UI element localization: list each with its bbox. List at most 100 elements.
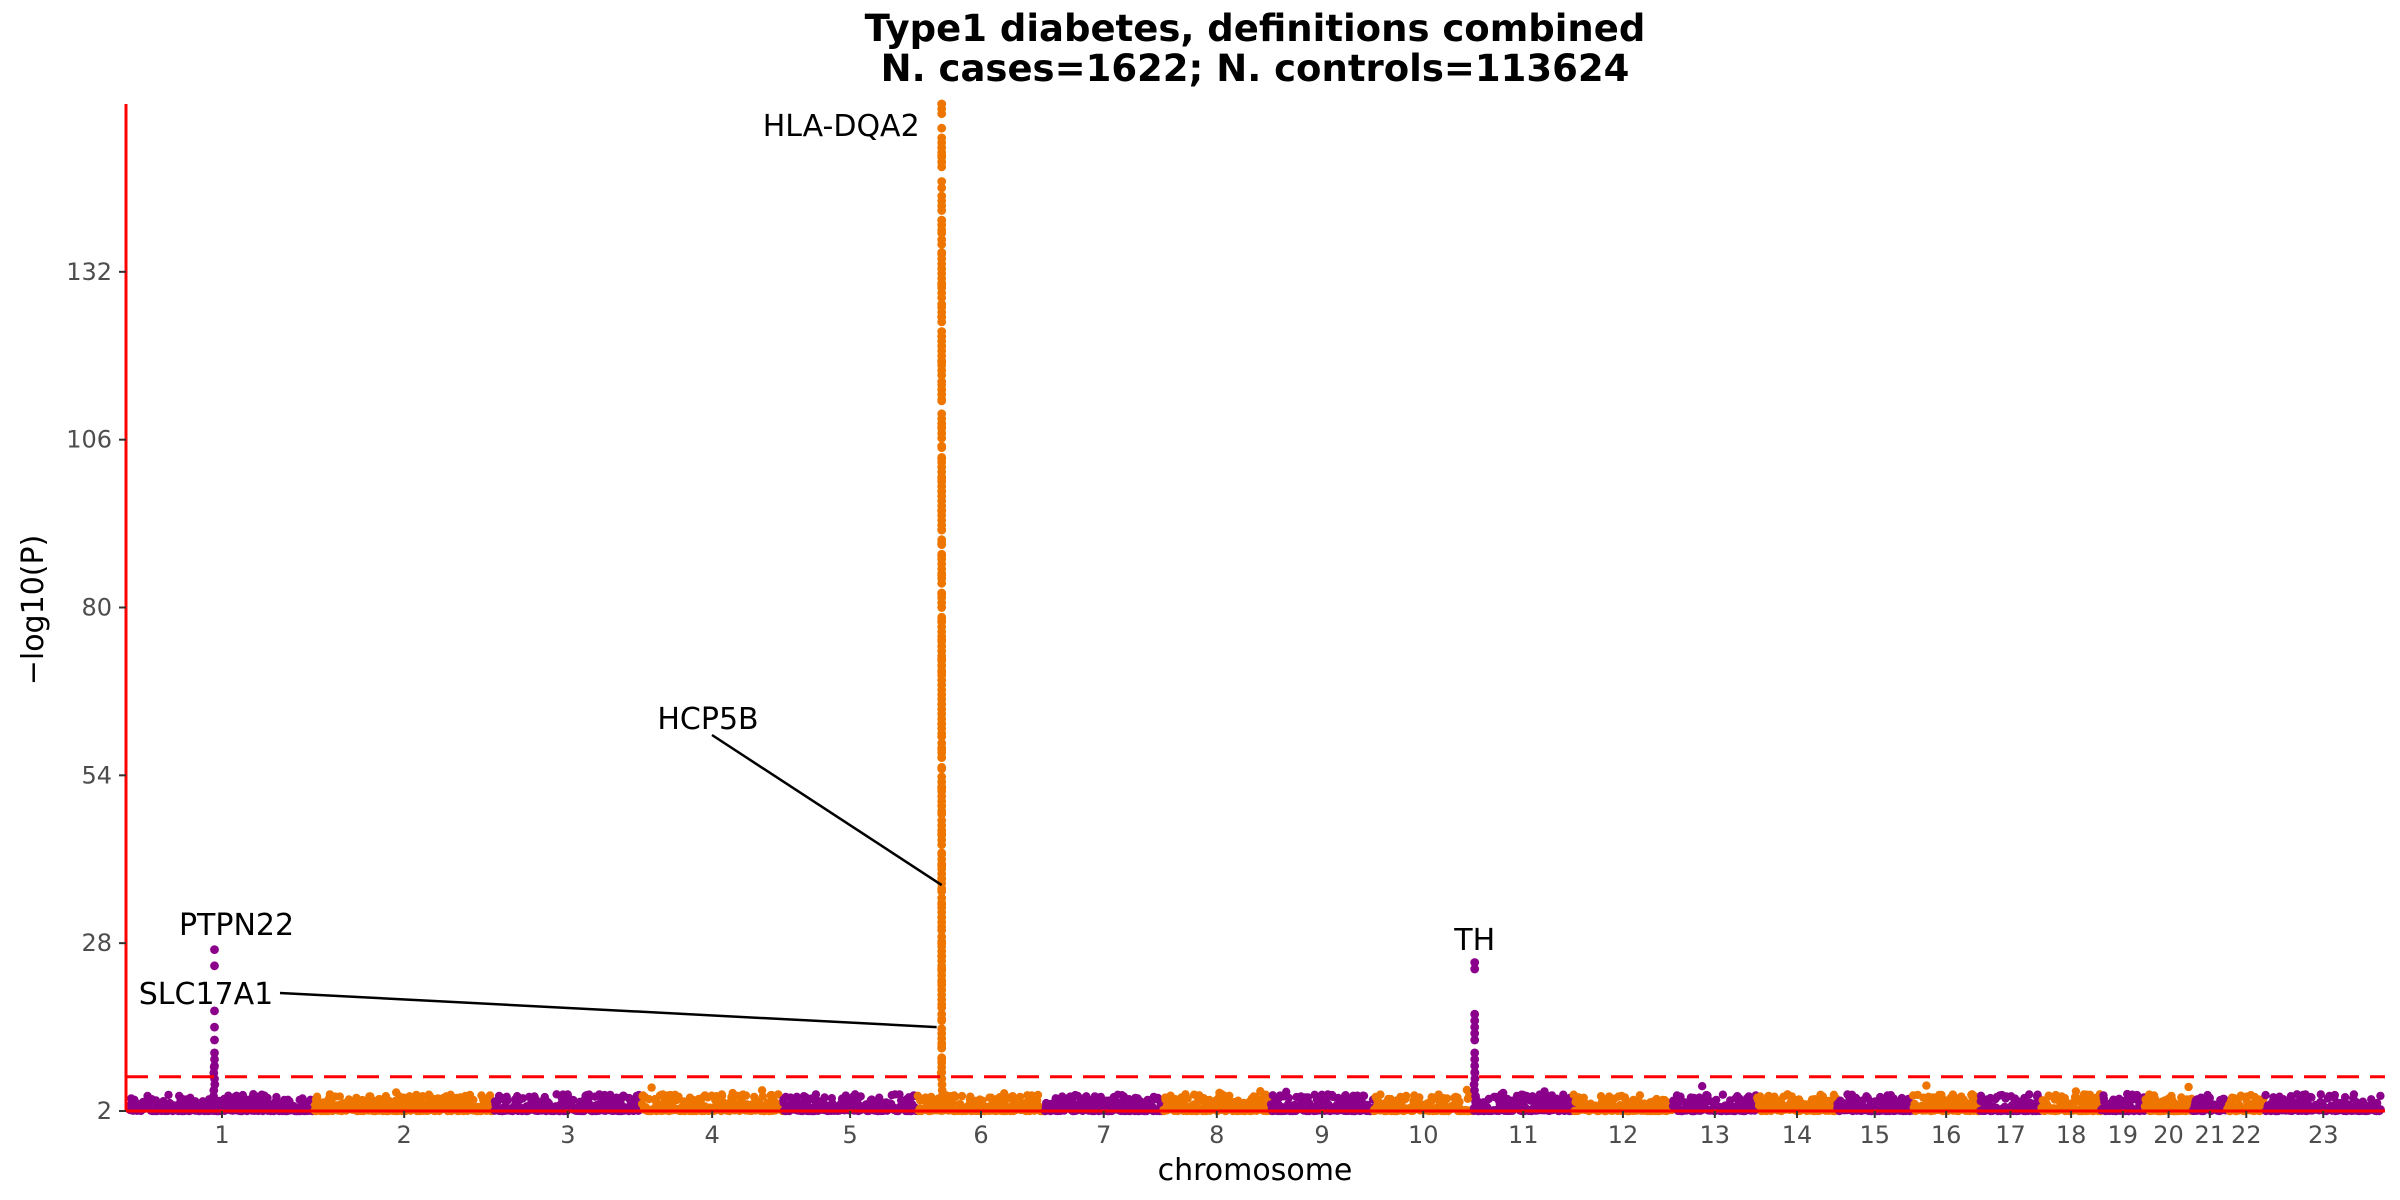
peak-point bbox=[937, 302, 947, 312]
data-point bbox=[792, 1092, 801, 1102]
peak-point bbox=[937, 443, 947, 453]
peak-point bbox=[209, 1062, 219, 1072]
data-point bbox=[741, 1091, 751, 1100]
chart-subtitle: N. cases=1622; N. controls=113624 bbox=[881, 47, 1630, 90]
y-tick-label: 80 bbox=[81, 594, 112, 622]
peak-point bbox=[937, 414, 947, 424]
data-point bbox=[811, 1090, 821, 1099]
data-point bbox=[1261, 1090, 1270, 1099]
x-tick-label: 23 bbox=[2308, 1121, 2339, 1149]
data-point bbox=[1455, 1097, 1464, 1107]
data-point bbox=[503, 1096, 512, 1105]
peak-point bbox=[210, 961, 219, 971]
peak-point bbox=[937, 235, 947, 245]
data-point bbox=[1770, 1092, 1779, 1101]
peak-chromosome-6 bbox=[936, 99, 947, 1113]
y-tick-label: 2 bbox=[97, 1097, 112, 1125]
x-tick-label: 2 bbox=[397, 1121, 412, 1149]
gene-label: HLA-DQA2 bbox=[763, 109, 920, 144]
data-point bbox=[2372, 1098, 2382, 1108]
data-point bbox=[1359, 1091, 1369, 1101]
peak-point bbox=[937, 177, 947, 186]
chart-title: Type1 diabetes, definitions combined bbox=[865, 7, 1646, 50]
x-tick-label: 7 bbox=[1096, 1121, 1111, 1149]
gene-label: SLC17A1 bbox=[139, 977, 274, 1012]
x-tick-label: 1 bbox=[214, 1121, 229, 1149]
peak-point bbox=[937, 133, 947, 143]
data-point bbox=[1317, 1090, 1327, 1100]
peak-point bbox=[937, 1053, 947, 1063]
peak-chromosome-1 bbox=[209, 945, 220, 1113]
peak-point bbox=[937, 99, 947, 109]
peak-point bbox=[210, 1048, 219, 1058]
peak-point bbox=[1470, 964, 1480, 974]
peak-point bbox=[210, 945, 219, 954]
peak-point bbox=[937, 191, 947, 201]
chromosome-20-points bbox=[2140, 1082, 2197, 1116]
peak-point bbox=[937, 453, 947, 462]
data-point bbox=[1718, 1090, 1728, 1099]
peak-point bbox=[937, 1034, 947, 1043]
data-point bbox=[1922, 1081, 1931, 1090]
peak-point bbox=[937, 685, 947, 695]
peak-point bbox=[937, 183, 947, 193]
x-tick-label: 17 bbox=[1995, 1121, 2026, 1149]
x-tick-label: 16 bbox=[1931, 1121, 1962, 1149]
x-tick-label: 3 bbox=[560, 1121, 575, 1149]
x-tick-label: 19 bbox=[2108, 1121, 2139, 1149]
annotation-connector bbox=[711, 733, 943, 887]
data-point bbox=[856, 1092, 865, 1101]
data-point bbox=[2071, 1087, 2081, 1096]
data-point bbox=[957, 1091, 967, 1101]
peak-point bbox=[937, 588, 947, 598]
axes-layer bbox=[124, 104, 2385, 1113]
data-point bbox=[1015, 1092, 1025, 1102]
peak-point bbox=[1470, 1029, 1480, 1038]
peak-point bbox=[210, 1035, 219, 1045]
peak-point bbox=[937, 215, 947, 225]
gene-annotation-hla-dqa2: HLA-DQA2 bbox=[763, 109, 920, 144]
data-point bbox=[1635, 1091, 1645, 1100]
y-tick-label: 106 bbox=[66, 426, 112, 454]
peak-point bbox=[937, 995, 947, 1004]
y-tick-label: 132 bbox=[66, 258, 112, 286]
peak-point bbox=[937, 850, 947, 859]
peak-point bbox=[937, 893, 947, 903]
peak-point bbox=[937, 612, 947, 622]
peak-point bbox=[1470, 1055, 1480, 1064]
peak-point bbox=[937, 380, 947, 390]
gene-annotation-ptpn22: PTPN22 bbox=[179, 908, 294, 943]
data-point bbox=[2307, 1093, 2316, 1102]
data-point bbox=[1712, 1095, 1721, 1105]
data-point bbox=[164, 1090, 173, 1100]
data-point bbox=[1033, 1090, 1043, 1100]
peak-point bbox=[937, 327, 947, 336]
chromosome-5-points bbox=[779, 1090, 922, 1116]
data-point bbox=[1698, 1082, 1707, 1091]
data-point bbox=[1225, 1091, 1234, 1101]
x-axis-ticks: 1 2 3 4 5 6 7 8 9 10 11 12 13 14 15 16 17 18 19 20 21 22 23 bbox=[214, 1111, 2339, 1149]
data-point bbox=[820, 1093, 829, 1102]
x-tick-label: 4 bbox=[704, 1121, 719, 1149]
y-axis-title: −log10(P) bbox=[16, 535, 51, 686]
data-point bbox=[1386, 1094, 1395, 1104]
data-point bbox=[758, 1092, 767, 1101]
peak-point bbox=[210, 1006, 219, 1016]
data-point bbox=[978, 1096, 987, 1105]
data-point bbox=[1442, 1094, 1452, 1103]
data-point bbox=[757, 1086, 767, 1095]
peak-point bbox=[1470, 1068, 1480, 1078]
data-point bbox=[335, 1092, 344, 1101]
x-tick-label: 5 bbox=[842, 1121, 857, 1149]
peak-point bbox=[937, 123, 947, 133]
annotation-connector bbox=[279, 991, 937, 1029]
data-point bbox=[951, 1092, 960, 1102]
gene-label: TH bbox=[1453, 923, 1495, 958]
annotation-layer: HLA-DQA2 HCP5B PTPN22 SLC17A1 TH bbox=[139, 109, 1495, 1029]
peak-point bbox=[1470, 1009, 1480, 1019]
peak-point bbox=[210, 1022, 219, 1032]
data-point bbox=[2025, 1090, 2034, 1099]
data-point bbox=[1402, 1091, 1411, 1101]
y-tick-label: 54 bbox=[81, 761, 112, 789]
